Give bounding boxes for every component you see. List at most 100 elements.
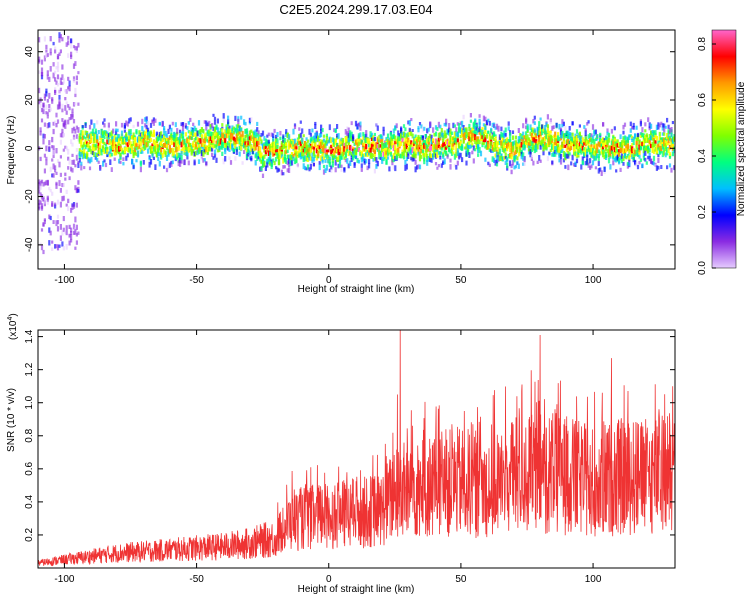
spectrogram-cell	[481, 137, 484, 142]
spectrogram-cell	[253, 136, 256, 143]
spectrogram-cell	[341, 139, 344, 146]
spectrogram-cell	[43, 122, 46, 127]
spectrogram-cell	[272, 147, 275, 153]
spectrogram-cell	[219, 127, 222, 132]
spectrogram-cell	[602, 146, 605, 150]
spectrogram-cell	[109, 132, 112, 136]
spectrogram-cell	[318, 164, 321, 171]
spectrogram-cell	[648, 156, 651, 162]
spectrogram-cell	[315, 154, 318, 161]
spectrogram-cell	[61, 118, 64, 122]
spectrogram-cell	[638, 144, 641, 150]
spectrogram-cell	[102, 130, 105, 135]
snr-y-tick-label: 0.4	[24, 495, 35, 509]
spectrogram-cell	[75, 148, 78, 152]
spectrogram-cell	[64, 177, 67, 181]
spectrogram-cell	[270, 164, 273, 170]
spectrogram-cell	[379, 134, 382, 138]
spectrogram-y-tick-label: 40	[24, 46, 35, 58]
spectrogram-cell	[151, 119, 154, 123]
spectrogram-cell	[154, 147, 157, 152]
spectrogram-cell	[568, 143, 571, 148]
spectrogram-cell	[83, 166, 86, 170]
spectrogram-cell	[631, 126, 634, 130]
spectrogram-cell	[213, 149, 217, 155]
spectrogram-cell	[580, 164, 583, 170]
spectrogram-cell	[99, 144, 102, 148]
spectrogram-cell	[432, 154, 435, 160]
spectrogram-cell	[647, 155, 650, 160]
spectrogram-cell	[77, 153, 80, 159]
spectrogram-cell	[110, 136, 113, 141]
spectrogram-cell	[222, 138, 225, 142]
spectrogram-cell	[625, 148, 628, 153]
spectrogram-cell	[554, 141, 557, 145]
spectrogram-cell	[293, 143, 297, 150]
spectrogram-cell	[257, 146, 260, 151]
spectrogram-cell	[439, 137, 442, 141]
spectrogram-cell	[557, 132, 560, 136]
spectrogram-cell	[321, 141, 324, 146]
spectrogram-cell	[455, 148, 458, 153]
spectrogram-cell	[626, 138, 629, 144]
spectrogram-cell	[213, 120, 217, 125]
spectrogram-cell	[474, 134, 477, 140]
spectrogram-cell	[40, 245, 44, 251]
spectrogram-cell	[135, 152, 138, 156]
spectrogram-cell	[581, 144, 584, 151]
spectrogram-cell	[365, 159, 368, 164]
spectrogram-cell	[645, 161, 648, 165]
spectrogram-cell	[660, 145, 663, 152]
spectrogram-cell	[200, 143, 203, 147]
spectrogram-cell	[357, 141, 360, 146]
spectrogram-cell	[305, 155, 308, 162]
spectrogram-cell	[320, 155, 323, 162]
spectrogram-cell	[107, 125, 110, 131]
spectrogram-cell	[147, 135, 150, 139]
spectrogram-cell	[49, 48, 52, 54]
spectrogram-cell	[295, 142, 298, 147]
spectrogram-cell	[666, 165, 669, 170]
spectrogram-cell	[580, 141, 583, 146]
spectrogram-cell	[670, 141, 673, 147]
spectrogram-cell	[52, 173, 55, 178]
spectrogram-cell	[288, 134, 291, 140]
spectrogram-cell	[38, 37, 41, 43]
spectrogram-cell	[456, 122, 459, 126]
spectrogram-cell	[147, 130, 150, 136]
spectrogram-cell	[234, 115, 237, 121]
spectrogram-cell	[219, 138, 222, 145]
spectrogram-cell	[59, 224, 62, 230]
spectrogram-cell	[430, 138, 433, 145]
spectrogram-cell	[84, 122, 87, 128]
spectrogram-cell	[243, 150, 246, 154]
spectrogram-cell	[663, 140, 666, 147]
spectrogram-cell	[648, 148, 651, 153]
spectrogram-cell	[100, 128, 103, 135]
spectrogram-cell	[189, 147, 192, 151]
spectrogram-cell	[257, 156, 260, 160]
spectrogram-cell	[299, 141, 302, 147]
spectrogram-cell	[219, 133, 222, 137]
spectrogram-cell	[495, 151, 499, 157]
spectrogram-cell	[282, 134, 285, 139]
spectrogram-cell	[308, 167, 311, 172]
spectrogram-cell	[298, 134, 301, 140]
spectrogram-cell	[93, 137, 96, 144]
spectrogram-cell	[273, 147, 276, 154]
spectrogram-cell	[597, 161, 600, 166]
spectrogram-cell	[434, 162, 438, 166]
spectrogram-cell	[231, 143, 234, 147]
spectrogram-cell	[411, 142, 414, 146]
spectrogram-cell	[263, 161, 266, 167]
spectrogram-cell	[581, 137, 584, 143]
spectrogram-cell	[128, 135, 131, 140]
spectrogram-cell	[471, 142, 474, 146]
spectrogram-cell	[163, 128, 166, 134]
spectrogram-cell	[485, 120, 488, 126]
spectrogram-cell	[67, 156, 70, 161]
spectrogram-cell	[671, 151, 674, 157]
spectrogram-cell	[373, 132, 376, 136]
spectrogram-cell	[660, 139, 663, 146]
spectrogram-cell	[322, 134, 326, 138]
